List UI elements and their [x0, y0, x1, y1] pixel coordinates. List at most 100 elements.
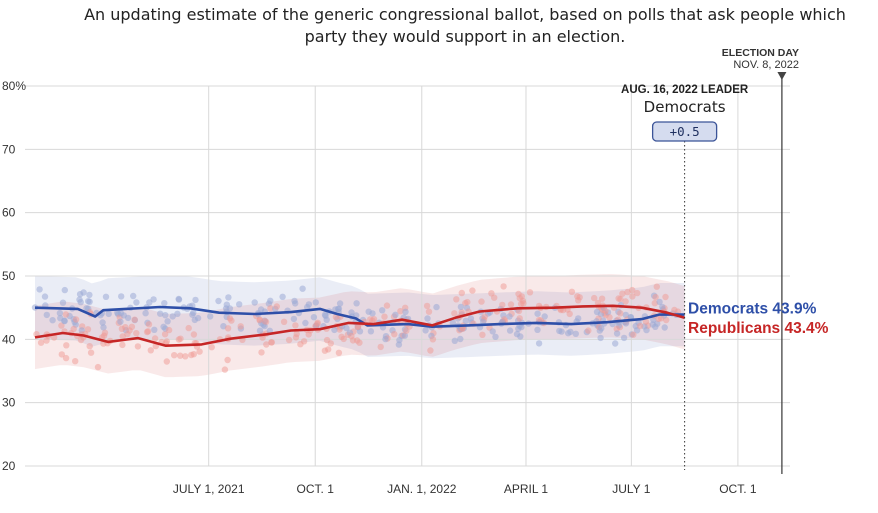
republicans-poll-dot: [131, 316, 138, 323]
democrats-poll-dot: [86, 291, 93, 299]
democrats-poll-dot: [162, 312, 169, 319]
republicans-poll-dot: [285, 336, 293, 344]
republicans-poll-dot: [263, 341, 270, 348]
democrats-poll-dot: [43, 311, 50, 319]
election-day-date: NOV. 8, 2022: [733, 59, 799, 71]
republicans-poll-dot: [143, 328, 151, 336]
republicans-poll-dot: [72, 358, 79, 365]
republicans-poll-dot: [397, 308, 404, 315]
democrats-poll-dot: [343, 324, 350, 332]
republicans-poll-dot: [58, 351, 65, 358]
republicans-poll-dot: [101, 329, 109, 336]
democrats-poll-dot: [541, 313, 548, 320]
democrats-poll-dot: [251, 299, 258, 306]
democrats-poll-dot: [117, 309, 125, 317]
democrats-poll-dot: [323, 316, 330, 323]
democrats-poll-dot: [422, 327, 429, 334]
democrats-poll-dot: [310, 314, 318, 321]
republicans-poll-dot: [119, 333, 126, 340]
democrats-poll-dot: [401, 332, 408, 339]
republicans-poll-dot: [453, 296, 460, 303]
current-leader-callout: AUG. 16, 2022 LEADER Democrats +0.5: [621, 84, 749, 142]
democrats-poll-dot: [56, 309, 64, 317]
y-tick-label: 50: [2, 269, 16, 283]
democrats-poll-dot: [190, 309, 197, 316]
democrats-poll-dot: [597, 334, 604, 342]
republicans-poll-dot: [526, 289, 534, 296]
republicans-poll-dot: [147, 347, 154, 354]
republicans-poll-dot: [335, 349, 343, 356]
democrats-poll-dot: [157, 310, 164, 317]
republicans-poll-dot: [481, 313, 488, 320]
democrats-poll-dot: [656, 298, 663, 306]
republicans-poll-dot: [507, 301, 515, 308]
democrats-poll-dot: [433, 303, 440, 311]
republicans-poll-dot: [119, 341, 126, 349]
republicans-poll-dot: [651, 300, 658, 307]
republicans-poll-dot: [256, 316, 263, 323]
republicans-poll-dot: [377, 343, 384, 351]
democrats-poll-dot: [150, 296, 157, 303]
republicans-poll-dot: [634, 289, 641, 297]
democrats-poll-dot: [207, 313, 214, 320]
republicans-poll-dot: [224, 325, 232, 332]
democrats-poll-dot: [299, 285, 306, 292]
x-axis-ticks: JULY 1, 2021 OCT. 1 JAN. 1, 2022 APRIL 1 JUL…: [173, 482, 757, 496]
democrats-poll-dot: [175, 295, 182, 303]
republicans-poll-dot: [37, 339, 45, 346]
democrats-poll-dot: [489, 328, 496, 335]
republicans-poll-dot: [94, 363, 102, 371]
republicans-poll-dot: [515, 290, 522, 298]
democrats-poll-dot: [83, 305, 90, 312]
democrats-poll-dot: [369, 310, 376, 317]
x-tick-label: JULY 1, 2021: [173, 482, 245, 496]
republicans-poll-dot: [258, 349, 265, 356]
democrats-poll-dot: [535, 340, 543, 347]
leader-party-name: Democrats: [644, 98, 726, 116]
democrats-line: [34, 305, 685, 328]
democrats-poll-dot: [558, 328, 565, 335]
republicans-poll-dot: [575, 297, 582, 304]
democrats-poll-dot: [480, 318, 487, 325]
democrats-poll-dot: [652, 323, 659, 330]
y-axis-ticks: 80% 70 60 50 40 30 20: [2, 79, 26, 473]
democrats-poll-dot: [492, 333, 499, 340]
republicans-poll-dot: [662, 293, 669, 301]
democrats-poll-dot: [534, 326, 541, 333]
republicans-end-label: Republicans 43.4%: [688, 320, 829, 337]
democrats-poll-dot: [335, 305, 343, 312]
republicans-poll-dot: [427, 347, 434, 354]
democrats-poll-dot: [256, 327, 264, 334]
republicans-poll-dot: [594, 299, 602, 307]
republicans-poll-dot: [261, 318, 269, 325]
republicans-poll-dot: [469, 287, 476, 294]
republicans-poll-dot: [43, 337, 50, 344]
democrats-poll-dot: [236, 301, 243, 308]
x-tick-label: APRIL 1: [504, 482, 549, 496]
republicans-poll-dot: [151, 335, 159, 342]
republicans-poll-dot: [77, 336, 85, 344]
republicans-poll-dot: [615, 295, 622, 302]
election-day-title: ELECTION DAY: [722, 47, 799, 59]
democrats-poll-dot: [161, 300, 168, 307]
y-tick-label: 70: [2, 142, 16, 156]
republicans-poll-dot: [292, 322, 299, 329]
republicans-poll-dot: [86, 343, 93, 350]
democrats-poll-dot: [117, 318, 124, 325]
republicans-poll-dot: [585, 327, 592, 334]
republicans-poll-dot: [87, 349, 95, 356]
democrats-poll-dot: [572, 330, 579, 337]
republicans-poll-dot: [163, 358, 170, 365]
democrats-poll-dot: [379, 307, 386, 314]
republicans-poll-dot: [340, 335, 347, 343]
democrats-poll-dot: [457, 335, 464, 343]
leader-date-label: AUG. 16, 2022 LEADER: [621, 84, 749, 96]
republicans-poll-dot: [613, 325, 620, 333]
republicans-poll-dot: [403, 327, 410, 334]
democrats-poll-dot: [612, 340, 619, 347]
republicans-poll-dot: [423, 302, 431, 310]
republicans-poll-dot: [602, 307, 609, 315]
republicans-poll-dot: [145, 321, 153, 328]
republicans-poll-dot: [598, 295, 606, 302]
